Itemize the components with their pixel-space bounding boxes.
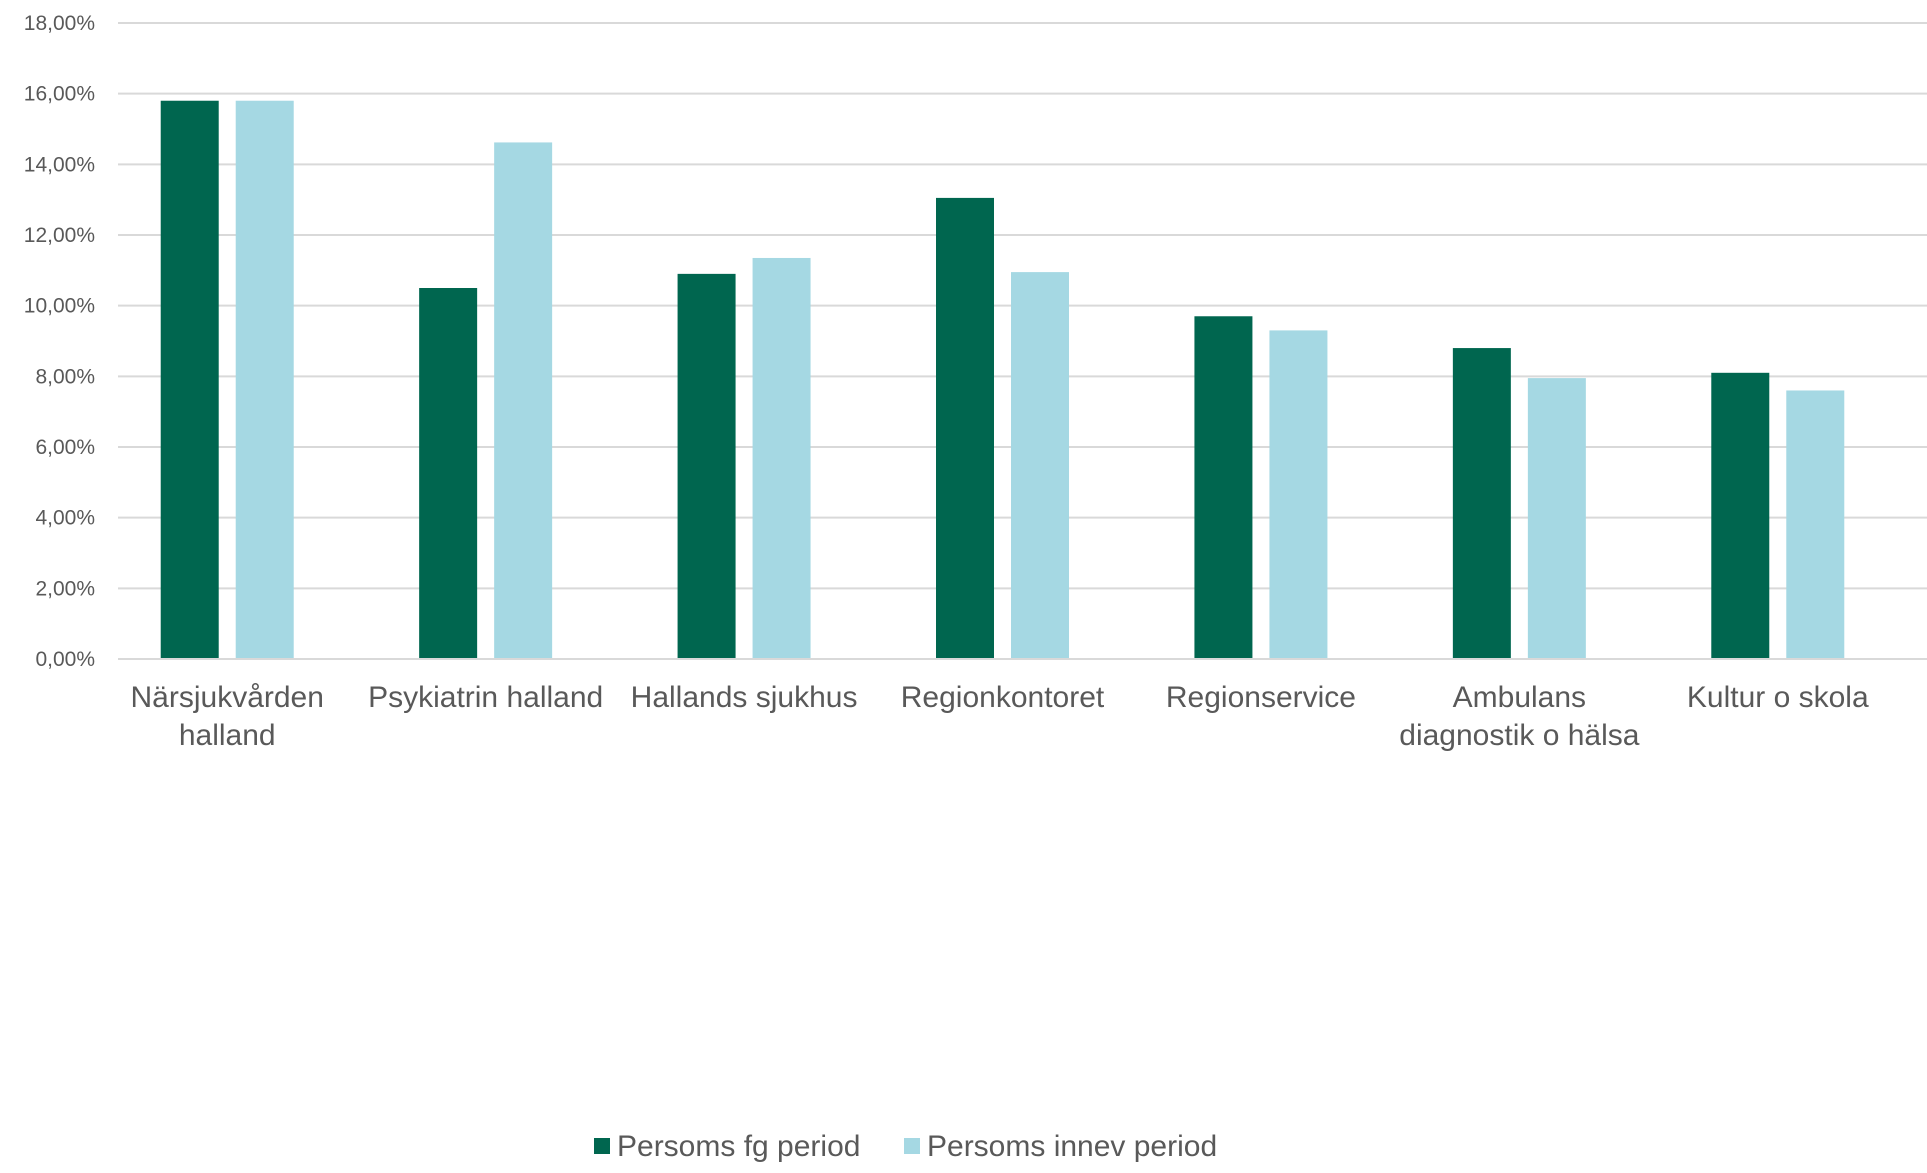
legend-swatch — [594, 1138, 610, 1154]
bar — [419, 288, 478, 659]
category-label: Närsjukvården — [131, 681, 324, 714]
y-tick-label: 8,00% — [35, 365, 95, 388]
category-labels: Närsjukvården halland Psykiatrin halland Ha… — [131, 681, 1869, 752]
y-tick-label: 10,00% — [24, 295, 95, 318]
y-axis-ticks: 0,00% 2,00% 4,00% 6,00% 8,00% 10,00% 12,00% 14,… — [24, 12, 95, 671]
y-tick-label: 6,00% — [35, 436, 95, 459]
bar — [1527, 378, 1586, 659]
legend-label: Persoms fg period — [617, 1130, 860, 1163]
bar — [160, 100, 219, 659]
y-tick-label: 4,00% — [35, 507, 95, 530]
y-tick-label: 2,00% — [35, 577, 95, 600]
bar — [1786, 390, 1845, 659]
y-tick-label: 18,00% — [24, 12, 95, 35]
category-label: diagnostik o hälsa — [1399, 719, 1639, 752]
bar — [1711, 372, 1770, 659]
legend: Persoms fg period Persoms innev period — [594, 1130, 1217, 1163]
category-label: Kultur o skola — [1687, 681, 1869, 714]
legend-swatch — [904, 1138, 920, 1154]
bar — [1011, 272, 1069, 659]
y-tick-label: 12,00% — [24, 224, 95, 247]
category-label: halland — [179, 719, 276, 752]
bar — [1194, 316, 1253, 659]
category-label: Psykiatrin halland — [368, 681, 603, 714]
y-tick-label: 0,00% — [35, 648, 95, 671]
legend-label: Persoms innev period — [927, 1130, 1217, 1163]
y-tick-label: 14,00% — [24, 153, 95, 176]
category-label: Regionservice — [1166, 681, 1356, 714]
bar — [494, 142, 553, 660]
category-label: Ambulans — [1453, 681, 1586, 714]
bar — [936, 197, 994, 659]
bar — [1452, 348, 1511, 659]
category-label: Regionkontoret — [901, 681, 1105, 714]
bar — [752, 257, 811, 659]
bar — [1269, 330, 1328, 659]
y-tick-label: 16,00% — [24, 83, 95, 106]
bar — [677, 273, 736, 659]
bars — [160, 100, 1845, 660]
category-label: Hallands sjukhus — [631, 681, 858, 714]
bar — [235, 100, 294, 659]
